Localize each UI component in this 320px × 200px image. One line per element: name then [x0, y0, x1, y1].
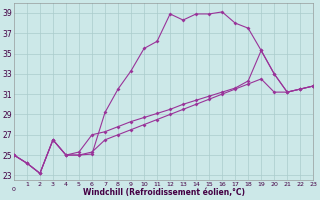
X-axis label: Windchill (Refroidissement éolien,°C): Windchill (Refroidissement éolien,°C) — [83, 188, 244, 197]
Text: 0: 0 — [12, 187, 16, 192]
